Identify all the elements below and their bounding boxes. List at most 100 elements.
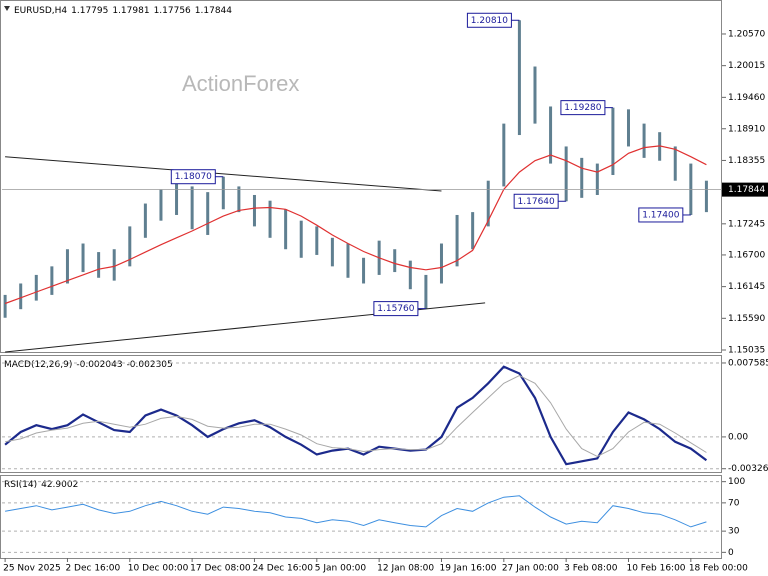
x-tick-label: 27 Jan 00:00 xyxy=(502,564,559,574)
price-bar xyxy=(315,226,319,255)
x-tick-label: 10 Dec 00:00 xyxy=(128,564,189,574)
indicator-line xyxy=(5,495,707,528)
price-bar xyxy=(65,249,69,284)
price-bar xyxy=(330,237,334,267)
y-tick-label: -0.003264 xyxy=(728,464,768,474)
price-bar xyxy=(408,260,412,290)
annotation-label: 1.17400 xyxy=(642,210,679,220)
annotation-box xyxy=(560,100,606,116)
y-tick-label: 1.15590 xyxy=(728,314,765,324)
quote-value: 1.17981 xyxy=(112,6,149,16)
x-tick-label: 10 Feb 16:00 xyxy=(626,564,685,574)
quote-value: -0.002043 xyxy=(76,360,122,370)
price-bar xyxy=(455,214,459,267)
x-tick-label: 25 Nov 2025 xyxy=(3,564,61,574)
y-tick-label: 100 xyxy=(728,477,745,487)
price-bar xyxy=(19,283,23,310)
y-tick-label: 0.007585 xyxy=(728,358,768,368)
price-bar xyxy=(673,146,677,181)
panel-header: RSI(14) 42.9002 xyxy=(4,480,78,490)
price-bar xyxy=(595,163,599,195)
indicator-name: EURUSD,H4 xyxy=(14,6,67,16)
price-bar xyxy=(564,146,568,202)
price-bar xyxy=(50,266,54,295)
annotation-box xyxy=(513,193,559,209)
quote-value: -0.002305 xyxy=(127,360,173,370)
price-bar xyxy=(252,194,256,227)
price-bar xyxy=(81,243,85,273)
y-tick-label: 70 xyxy=(728,498,740,508)
price-bar xyxy=(362,257,366,284)
annotation-box xyxy=(170,169,216,185)
annotation-box xyxy=(466,12,512,28)
x-tick-label: 17 Dec 08:00 xyxy=(190,564,251,574)
price-bar xyxy=(517,20,521,136)
menu-icon xyxy=(4,6,10,11)
panel-header: MACD(12,26,9) -0.002043 -0.002305 xyxy=(4,360,173,370)
price-bar xyxy=(642,123,646,158)
x-tick-label: 24 Dec 16:00 xyxy=(252,564,313,574)
price-bar xyxy=(237,186,241,213)
quote-value: 1.17795 xyxy=(71,6,108,16)
y-tick-label: 1.15035 xyxy=(728,346,765,356)
price-bar xyxy=(424,274,428,309)
price-bar xyxy=(471,212,475,250)
y-tick-label: 1.16145 xyxy=(728,282,765,292)
price-bar xyxy=(3,294,7,318)
price-bar xyxy=(221,176,225,210)
annotation-label: 1.20810 xyxy=(471,16,508,26)
quote-value: 1.17756 xyxy=(154,6,191,16)
price-bar xyxy=(299,220,303,258)
price-bar xyxy=(626,109,630,147)
x-tick-label: 18 Feb 00:00 xyxy=(689,564,748,574)
price-bar xyxy=(190,186,194,230)
panel-header: EURUSD,H4 1.17795 1.17981 1.17756 1.17844 xyxy=(14,6,232,16)
quote-value: 1.17844 xyxy=(195,6,232,16)
watermark: ActionForex xyxy=(182,71,299,96)
y-tick-label: 1.20570 xyxy=(728,29,765,39)
price-bar xyxy=(284,209,288,250)
price-bar xyxy=(97,252,101,278)
x-tick-label: 12 Jan 08:00 xyxy=(377,564,434,574)
price-bar xyxy=(549,106,553,164)
price-bar xyxy=(128,226,132,267)
trend-line xyxy=(5,156,442,192)
annotation-label: 1.15760 xyxy=(377,304,414,314)
price-bar xyxy=(611,107,615,176)
price-panel xyxy=(0,0,722,353)
price-bar xyxy=(533,66,537,124)
price-bar xyxy=(268,200,272,238)
price-bar xyxy=(502,123,506,187)
indicator-line xyxy=(4,365,708,466)
price-bar xyxy=(143,203,147,238)
y-tick-label: 1.19460 xyxy=(728,93,765,103)
x-tick-label: 5 Jan 00:00 xyxy=(315,564,367,574)
price-bar xyxy=(34,274,38,301)
quote-value: 42.9002 xyxy=(41,480,78,490)
indicator-line xyxy=(5,374,707,457)
indicator-name: RSI(14) xyxy=(4,480,37,490)
x-tick-label: 3 Feb 08:00 xyxy=(564,564,618,574)
x-tick-label: 2 Dec 16:00 xyxy=(65,564,120,574)
price-bar xyxy=(112,249,116,281)
annotation-box xyxy=(638,207,684,223)
y-tick-label: 1.20015 xyxy=(728,61,765,71)
y-tick-label: 1.16700 xyxy=(728,250,765,260)
price-bar xyxy=(175,183,179,215)
price-bar xyxy=(580,157,584,198)
x-tick-label: 19 Jan 16:00 xyxy=(439,564,496,574)
price-bar xyxy=(704,180,708,213)
price-bar xyxy=(346,243,350,278)
price-bar xyxy=(486,180,490,227)
y-tick-label: 30 xyxy=(728,527,740,537)
y-tick-label: 1.18910 xyxy=(728,124,765,134)
y-tick-label: 1.17245 xyxy=(728,219,765,229)
y-tick-label: 0.00 xyxy=(728,432,748,442)
annotation-label: 1.18070 xyxy=(175,172,212,182)
annotation-label: 1.19280 xyxy=(564,103,601,113)
moving-average xyxy=(4,145,707,305)
annotation-label: 1.17640 xyxy=(518,197,555,207)
y-tick-label: 1.18355 xyxy=(728,156,765,166)
y-tick-label: 0 xyxy=(728,548,734,558)
rsi-panel xyxy=(0,475,722,559)
